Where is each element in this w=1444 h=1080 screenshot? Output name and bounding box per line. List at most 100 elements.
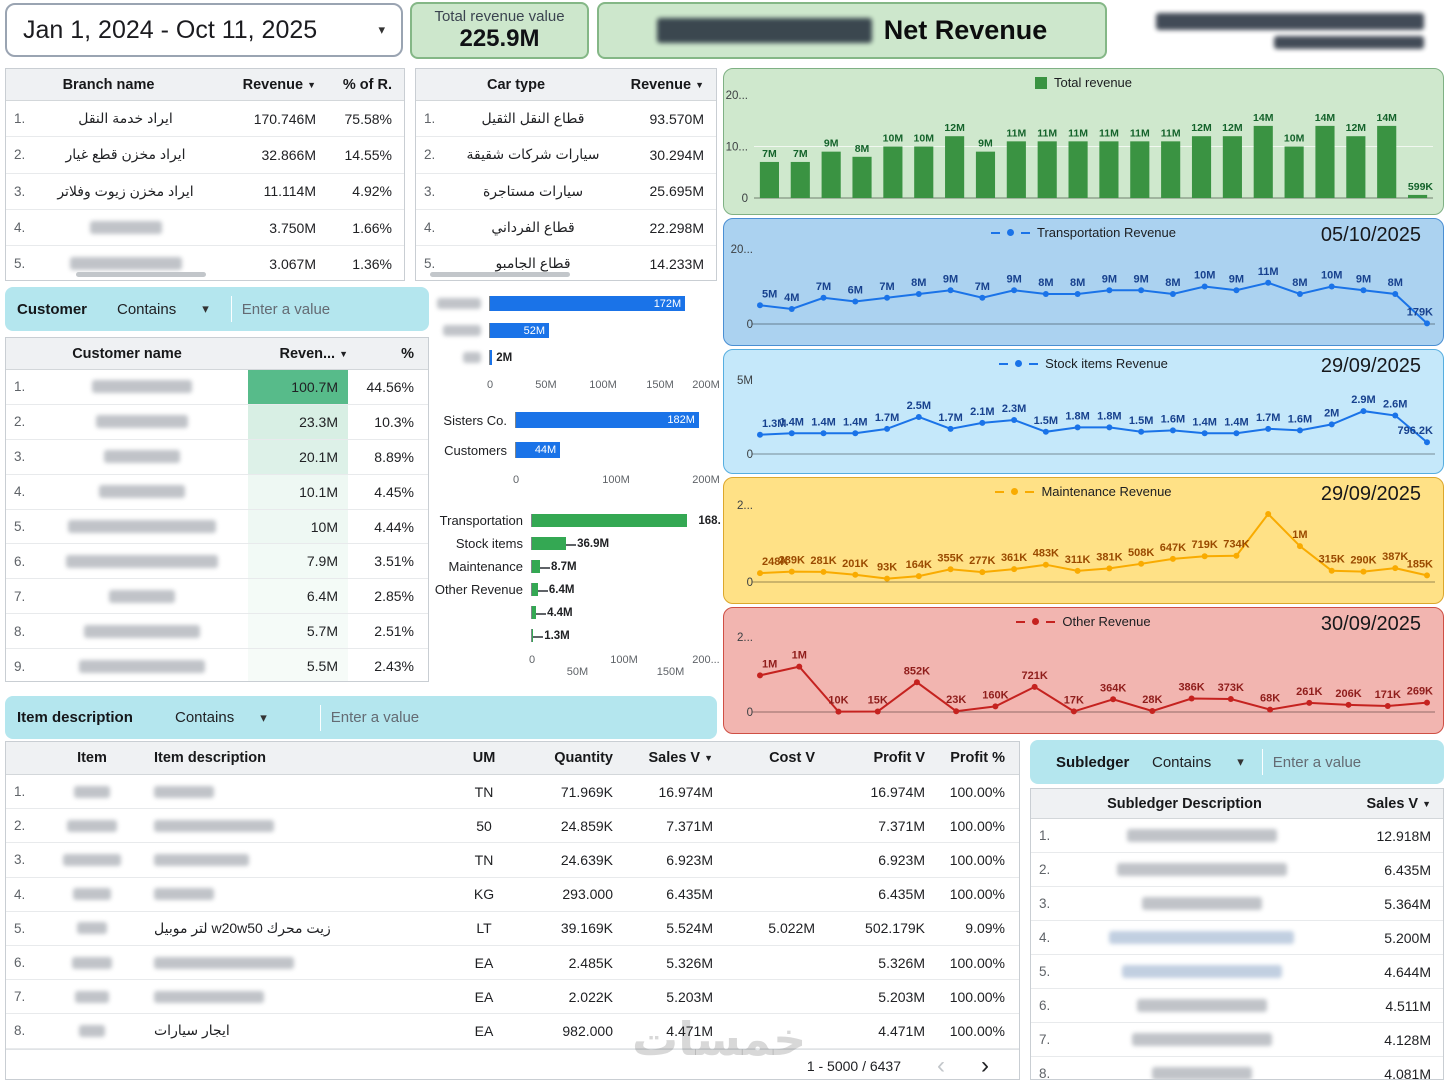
bar[interactable] bbox=[1408, 194, 1428, 198]
bar[interactable] bbox=[1315, 125, 1335, 198]
data-point[interactable] bbox=[1149, 708, 1156, 715]
data-point[interactable] bbox=[1265, 425, 1272, 432]
data-point[interactable] bbox=[1424, 699, 1430, 706]
filter-operator-dropdown[interactable]: Contains ▾ bbox=[1152, 754, 1244, 771]
data-point[interactable] bbox=[796, 663, 803, 670]
data-point[interactable] bbox=[1265, 510, 1272, 517]
bar[interactable] bbox=[1068, 141, 1088, 198]
data-point[interactable] bbox=[757, 431, 763, 438]
customer-name-header[interactable]: Customer name bbox=[72, 345, 182, 362]
bar[interactable] bbox=[1222, 136, 1242, 198]
bar[interactable] bbox=[945, 136, 965, 198]
car-type-header[interactable]: Car type bbox=[486, 76, 546, 93]
data-point[interactable] bbox=[915, 414, 922, 420]
profit-pct-header[interactable]: Profit % bbox=[950, 750, 1005, 766]
hbar-bar[interactable]: 44M bbox=[516, 442, 561, 458]
subledger-sales-header[interactable]: Sales V ▼ bbox=[1338, 789, 1443, 818]
bar[interactable] bbox=[1377, 125, 1397, 198]
data-point[interactable] bbox=[1424, 439, 1430, 446]
data-point[interactable] bbox=[852, 298, 859, 305]
data-point[interactable] bbox=[1227, 695, 1234, 702]
data-point[interactable] bbox=[913, 679, 920, 686]
bar[interactable] bbox=[883, 146, 903, 199]
data-point[interactable] bbox=[947, 566, 954, 573]
data-point[interactable] bbox=[1328, 283, 1335, 290]
hbar-bar[interactable]: 172M bbox=[490, 296, 686, 311]
data-point[interactable] bbox=[852, 430, 859, 437]
hbar-bar[interactable] bbox=[532, 537, 567, 550]
prev-page-icon[interactable]: ‹ bbox=[937, 1051, 945, 1079]
hbar-bar[interactable]: 52M bbox=[490, 323, 550, 338]
data-point[interactable] bbox=[1201, 553, 1208, 560]
data-point[interactable] bbox=[1188, 695, 1195, 702]
data-point[interactable] bbox=[1328, 421, 1335, 428]
data-point[interactable] bbox=[788, 430, 795, 437]
filter-operator-dropdown[interactable]: Contains ▾ bbox=[117, 301, 209, 318]
data-point[interactable] bbox=[992, 703, 999, 710]
data-point[interactable] bbox=[1106, 287, 1113, 294]
filter-operator-dropdown[interactable]: Contains ▾ bbox=[175, 709, 267, 726]
item-description-header[interactable]: Item description bbox=[154, 750, 266, 766]
bar[interactable] bbox=[1161, 141, 1181, 198]
data-point[interactable] bbox=[1201, 430, 1208, 437]
data-point[interactable] bbox=[1110, 696, 1117, 703]
data-point[interactable] bbox=[884, 575, 891, 582]
data-point[interactable] bbox=[1070, 708, 1077, 715]
bar[interactable] bbox=[975, 151, 996, 198]
hbar-bar[interactable]: 182M bbox=[516, 412, 699, 428]
data-point[interactable] bbox=[835, 708, 842, 715]
data-point[interactable] bbox=[820, 430, 827, 437]
bar[interactable] bbox=[1191, 136, 1212, 198]
data-point[interactable] bbox=[884, 294, 891, 301]
bar[interactable] bbox=[1130, 141, 1150, 198]
revenue-by-group-hbar-chart[interactable]: 172M 52M 2M 0 50M 100M 150M 200M bbox=[437, 288, 720, 400]
branch-name-header[interactable]: Branch name bbox=[62, 76, 155, 93]
data-point[interactable] bbox=[788, 568, 795, 575]
data-point[interactable] bbox=[1296, 291, 1303, 297]
hbar-bar[interactable] bbox=[532, 606, 537, 619]
data-point[interactable] bbox=[1392, 565, 1399, 572]
data-point[interactable] bbox=[1233, 430, 1240, 437]
bar[interactable] bbox=[759, 161, 779, 198]
transportation-revenue-chart[interactable]: Transportation Revenue 05/10/2025 20... 0… bbox=[723, 218, 1444, 346]
data-point[interactable] bbox=[1345, 701, 1352, 708]
customer-revenue-header[interactable]: Reven... ▼ bbox=[248, 338, 348, 369]
data-point[interactable] bbox=[1306, 699, 1313, 706]
bar[interactable] bbox=[1006, 141, 1026, 198]
profit-header[interactable]: Profit V bbox=[873, 750, 925, 766]
data-point[interactable] bbox=[1233, 287, 1240, 294]
data-point[interactable] bbox=[1106, 424, 1113, 431]
bar[interactable] bbox=[1037, 141, 1057, 198]
sales-header[interactable]: Sales V ▼ bbox=[613, 742, 713, 774]
subledger-description-header[interactable]: Subledger Description bbox=[1107, 795, 1262, 812]
data-point[interactable] bbox=[852, 571, 859, 578]
data-point[interactable] bbox=[1074, 567, 1081, 574]
data-point[interactable] bbox=[1424, 572, 1430, 579]
maintenance-revenue-chart[interactable]: Maintenance Revenue 29/09/2025 2... 0 248K… bbox=[723, 477, 1444, 604]
data-point[interactable] bbox=[1392, 412, 1399, 419]
stock-items-revenue-chart[interactable]: Stock items Revenue 29/09/2025 5M 0 1.3M 1.… bbox=[723, 349, 1444, 474]
data-point[interactable] bbox=[1011, 287, 1018, 294]
subledger-filter-input[interactable] bbox=[1270, 752, 1405, 772]
data-point[interactable] bbox=[757, 570, 763, 577]
hbar-bar[interactable] bbox=[532, 560, 541, 573]
data-point[interactable] bbox=[1384, 703, 1391, 710]
data-point[interactable] bbox=[884, 425, 891, 432]
bar[interactable] bbox=[1099, 141, 1119, 198]
branch-pct-header[interactable]: % of R. bbox=[342, 76, 392, 93]
data-point[interactable] bbox=[1169, 427, 1176, 434]
data-point[interactable] bbox=[820, 294, 827, 301]
data-point[interactable] bbox=[1138, 428, 1145, 435]
data-point[interactable] bbox=[1201, 283, 1208, 290]
total-revenue-bar-chart[interactable]: Total revenue 20... 10... 0 7M 7M 9M 8M 10M 10M 1… bbox=[723, 68, 1444, 215]
data-point[interactable] bbox=[1138, 287, 1145, 294]
horizontal-scrollbar[interactable] bbox=[76, 272, 206, 277]
data-point[interactable] bbox=[874, 708, 881, 715]
data-point[interactable] bbox=[1296, 427, 1303, 434]
bar[interactable] bbox=[914, 146, 934, 199]
data-point[interactable] bbox=[1042, 428, 1049, 435]
data-point[interactable] bbox=[1106, 565, 1113, 572]
bar[interactable] bbox=[852, 156, 872, 198]
data-point[interactable] bbox=[1042, 291, 1049, 297]
data-point[interactable] bbox=[953, 708, 960, 715]
